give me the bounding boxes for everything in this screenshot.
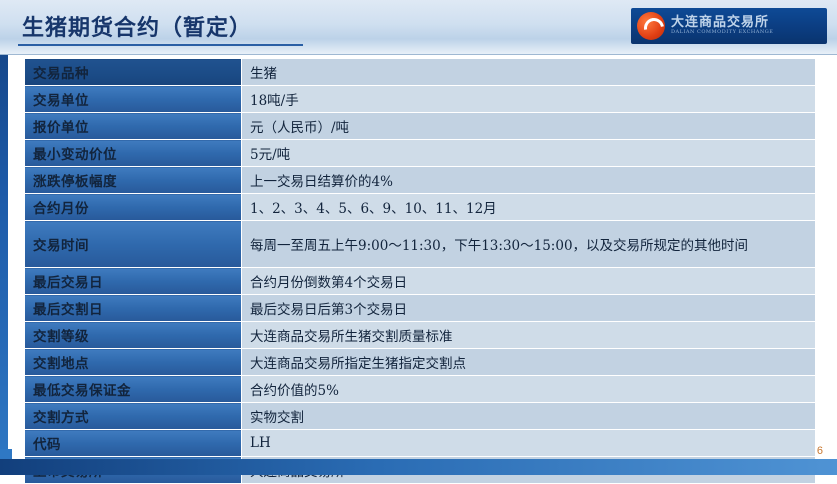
left-band-highlight <box>8 0 12 475</box>
footer-bar <box>0 459 837 475</box>
row-value: 每周一至周五上午9:00～11:30，下午13:30～15:00，以及交易所规定… <box>241 220 816 268</box>
table-row: 报价单位 元（人民币）/吨 <box>24 112 816 140</box>
table-row: 合约月份 1、2、3、4、5、6、9、10、11、12月 <box>24 193 816 221</box>
row-label: 交易时间 <box>24 220 242 268</box>
row-label: 最后交易日 <box>24 267 242 295</box>
dce-swirl-icon <box>637 12 665 40</box>
table-row: 代码 LH <box>24 429 816 457</box>
row-label: 最小变动价位 <box>24 139 242 167</box>
row-value: 实物交割 <box>241 402 816 430</box>
row-label: 最后交割日 <box>24 294 242 322</box>
row-value: 合约月份倒数第4个交易日 <box>241 267 816 295</box>
table-row: 最低交易保证金 合约价值的5% <box>24 375 816 403</box>
table-row: 最小变动价位 5元/吨 <box>24 139 816 167</box>
row-label: 交割方式 <box>24 402 242 430</box>
row-label: 代码 <box>24 429 242 457</box>
table-row: 交割地点 大连商品交易所指定生猪指定交割点 <box>24 348 816 376</box>
row-label: 交易单位 <box>24 85 242 113</box>
row-label: 最低交易保证金 <box>24 375 242 403</box>
slide-header: 生猪期货合约（暂定） 大连商品交易所 DALIAN COMMODITY EXCH… <box>0 0 837 55</box>
table-row: 交割方式 实物交割 <box>24 402 816 430</box>
logo-english: DALIAN COMMODITY EXCHANGE <box>671 29 774 36</box>
contract-table-body: 交易品种 生猪 交易单位 18吨/手 报价单位 元（人民币）/吨 最小变动价位 … <box>24 58 816 484</box>
contract-table: 交易品种 生猪 交易单位 18吨/手 报价单位 元（人民币）/吨 最小变动价位 … <box>24 58 816 484</box>
row-value: 最后交易日后第3个交易日 <box>241 294 816 322</box>
row-value: LH <box>241 429 816 457</box>
row-label: 合约月份 <box>24 193 242 221</box>
page-title: 生猪期货合约（暂定） <box>22 15 253 41</box>
table-row: 交易时间 每周一至周五上午9:00～11:30，下午13:30～15:00，以及… <box>24 220 816 268</box>
table-row: 交割等级 大连商品交易所生猪交割质量标准 <box>24 321 816 349</box>
title-underline <box>18 44 303 46</box>
row-value: 1、2、3、4、5、6、9、10、11、12月 <box>241 193 816 221</box>
row-value: 5元/吨 <box>241 139 816 167</box>
row-value: 上一交易日结算价的4% <box>241 166 816 194</box>
row-label: 涨跌停板幅度 <box>24 166 242 194</box>
table-row: 最后交易日 合约月份倒数第4个交易日 <box>24 267 816 295</box>
logo-name: 大连商品交易所 <box>671 15 770 31</box>
corner-accent <box>0 449 12 459</box>
row-label: 报价单位 <box>24 112 242 140</box>
row-value: 大连商品交易所生猪交割质量标准 <box>241 321 816 349</box>
row-value: 18吨/手 <box>241 85 816 113</box>
logo-text-group: 大连商品交易所 DALIAN COMMODITY EXCHANGE <box>671 15 774 36</box>
table-row: 交易单位 18吨/手 <box>24 85 816 113</box>
table-row: 涨跌停板幅度 上一交易日结算价的4% <box>24 166 816 194</box>
page-number: 6 <box>816 445 823 457</box>
row-label: 交割地点 <box>24 348 242 376</box>
row-value: 生猪 <box>241 58 816 86</box>
contract-table-wrap: 交易品种 生猪 交易单位 18吨/手 报价单位 元（人民币）/吨 最小变动价位 … <box>24 58 816 484</box>
table-row: 最后交割日 最后交易日后第3个交易日 <box>24 294 816 322</box>
row-label: 交割等级 <box>24 321 242 349</box>
row-value: 合约价值的5% <box>241 375 816 403</box>
row-value: 元（人民币）/吨 <box>241 112 816 140</box>
row-label: 交易品种 <box>24 58 242 86</box>
table-row: 交易品种 生猪 <box>24 58 816 86</box>
exchange-logo: 大连商品交易所 DALIAN COMMODITY EXCHANGE <box>631 8 827 44</box>
row-value: 大连商品交易所指定生猪指定交割点 <box>241 348 816 376</box>
